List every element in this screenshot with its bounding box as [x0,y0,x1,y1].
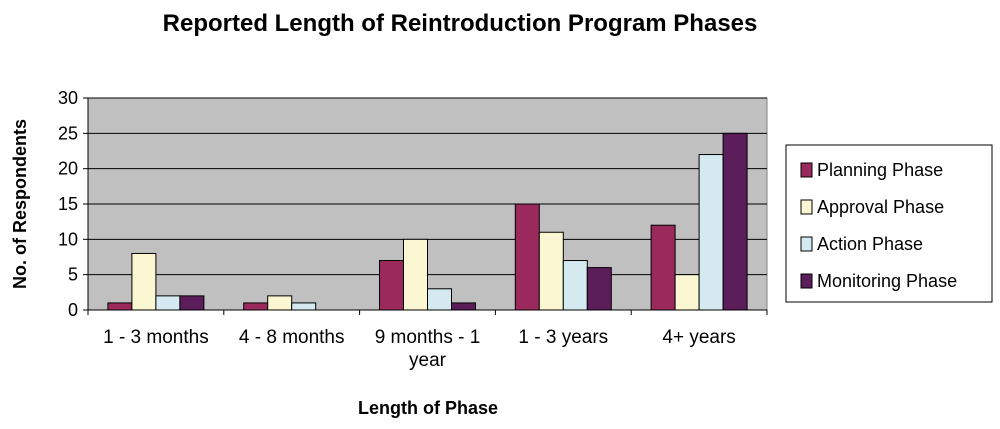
bar-action-phase [291,302,317,311]
y-tick-label: 0 [68,300,78,320]
bars [107,132,748,311]
y-tick-label: 5 [68,265,78,285]
chart-title: Reported Length of Reintroduction Progra… [163,10,758,37]
bar-approval-phase [674,274,700,311]
bar-approval-phase [538,231,564,311]
bar-planning-phase [107,302,133,311]
bar-action-phase [427,288,452,311]
bar-action-phase [155,295,181,311]
bar-action-phase [562,260,588,311]
legend-label: Approval Phase [817,197,944,217]
bar-monitoring-phase [179,295,205,311]
legend: Planning Phase Approval Phase Action Phase… [785,144,993,303]
bar-action-phase [698,154,724,311]
legend-label: Action Phase [817,234,923,254]
bar-planning-phase [379,260,404,311]
x-category-label: year [409,350,447,371]
x-category-label: 4+ years [662,327,735,348]
bar-monitoring-phase [451,302,476,311]
legend-label: Monitoring Phase [817,271,957,291]
y-axis-title: No. of Respondents [10,119,30,289]
y-tick-label: 10 [58,229,78,249]
bar-approval-phase [267,295,293,311]
x-category-label: 1 - 3 months [103,327,209,348]
bar-planning-phase [650,224,676,311]
bar-approval-phase [131,252,157,311]
bar-planning-phase [514,203,540,311]
x-axis-categories: 1 - 3 months 4 - 8 months 9 months - 1year… [87,310,768,371]
x-category-label: 4 - 8 months [239,327,345,348]
y-tick-label: 25 [58,123,78,143]
x-category-label: 1 - 3 years [518,327,608,348]
y-tick-label: 20 [58,159,78,179]
y-tick-label: 15 [58,194,78,214]
y-axis-ticks: 0 5 10 15 20 25 30 [58,88,88,320]
legend-swatch [800,162,813,178]
bar-monitoring-phase [722,132,748,311]
legend-swatch [800,199,813,215]
legend-box [785,144,993,303]
bar-planning-phase [243,302,269,311]
legend-swatch [800,236,813,252]
legend-label: Planning Phase [817,160,943,180]
legend-swatch [800,273,813,289]
x-axis-title: Length of Phase [358,398,498,418]
x-category-label: 9 months - 1 [375,327,481,348]
y-tick-label: 30 [58,88,78,108]
bar-approval-phase [403,238,428,311]
bar-monitoring-phase [586,267,612,311]
